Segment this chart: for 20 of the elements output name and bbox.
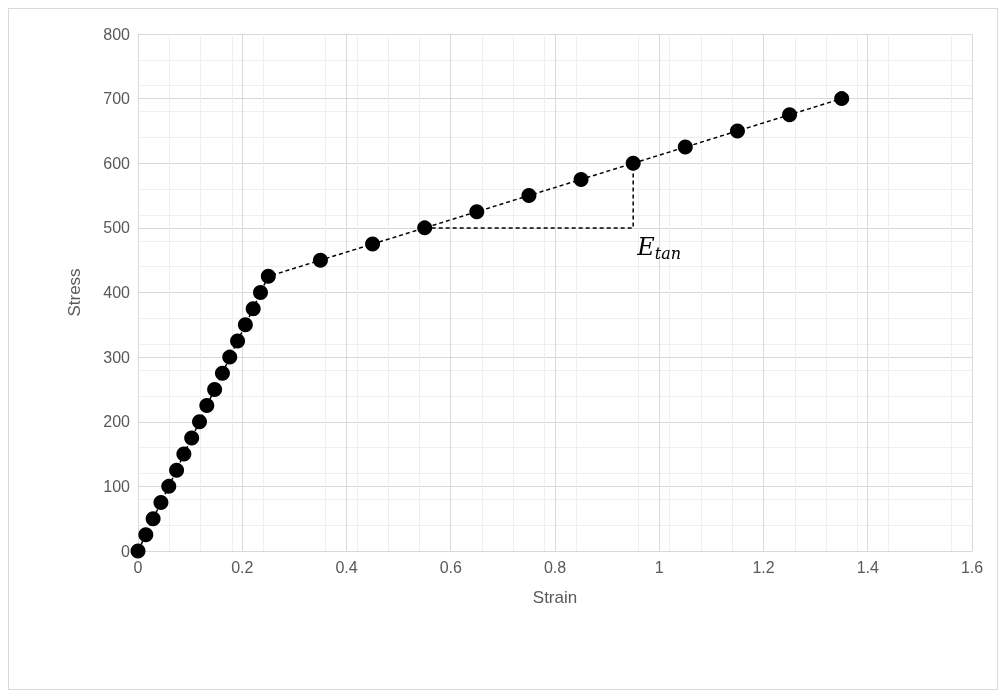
x-tick-label: 0.6 [439, 558, 462, 576]
x-tick-label: 0.8 [543, 558, 567, 576]
y-tick-label: 700 [103, 90, 131, 108]
x-axis-title: Strain [532, 588, 578, 607]
x-tick-label: 1.4 [856, 558, 879, 576]
y-tick-label: 300 [103, 348, 131, 366]
y-tick-label: 100 [103, 477, 131, 495]
y-axis-title: Stress [65, 268, 84, 317]
x-tick-label: 0.4 [335, 558, 358, 576]
x-tick-label: 1.2 [752, 558, 775, 576]
x-tick-label: 1 [654, 558, 664, 576]
x-tick-label: 0.2 [231, 558, 254, 576]
y-tick-label: 800 [103, 25, 131, 43]
x-tick-label: 1.6 [960, 558, 984, 576]
x-tick-label: 0 [133, 558, 143, 576]
y-tick-label: 0 [121, 542, 131, 560]
y-tick-label: 200 [103, 413, 131, 431]
y-tick-label: 500 [103, 219, 131, 237]
y-tick-label: 400 [103, 284, 131, 301]
y-tick-label: 600 [103, 154, 131, 172]
